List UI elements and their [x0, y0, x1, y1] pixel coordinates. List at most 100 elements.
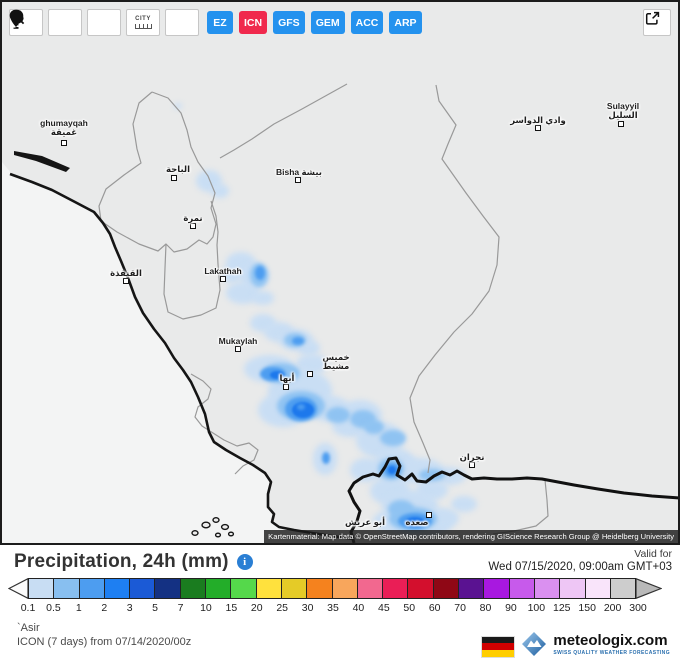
colorbar-segment-14: [383, 579, 409, 598]
city-label: Sulayyil السليل: [606, 101, 640, 120]
map-toolbar: CITY EZ ICN GFS GEM ACC ARP: [9, 9, 422, 36]
colorbar-segments: [28, 578, 636, 599]
colorbar-tick-0.5: 0.5: [46, 602, 61, 614]
location-button[interactable]: [10, 9, 82, 36]
colorbar-tick-3: 3: [126, 602, 133, 614]
city-label: Mukaylah: [218, 336, 258, 346]
legend-header: Precipitation, 24h (mm) i: [14, 551, 253, 573]
refresh-button[interactable]: [9, 9, 43, 36]
colorbar-tick-100: 100: [527, 602, 546, 614]
colorbar-segment-19: [509, 579, 535, 598]
legend-title: Precipitation, 24h (mm): [14, 551, 229, 572]
colorbar-tick-90: 90: [505, 602, 517, 614]
city-labels-button[interactable]: CITY: [126, 9, 160, 36]
model-button-icn[interactable]: ICN: [239, 11, 268, 34]
meteologix-logo-icon: [521, 631, 547, 662]
city-marker: [219, 275, 226, 282]
valid-time-block: Valid for Wed 07/15/2020, 09:00am GMT+03: [488, 548, 672, 574]
colorbar-tick-200: 200: [603, 602, 622, 614]
colorbar-segment-10: [281, 579, 308, 598]
colorbar-segment-1: [54, 579, 80, 598]
model-run-info: ICON (7 days) from 07/14/2020/00z: [17, 636, 192, 648]
colorbar-tick-40: 40: [352, 602, 365, 614]
city-label: القنفذة: [110, 268, 142, 278]
colorbar-ticks: 0.1 0.5 1 2 3 5 7 10 15 20 25 30 35 40 45 50 60 70 80 90 100…: [21, 602, 647, 616]
balloon-button[interactable]: [10, 9, 199, 36]
colorbar-segment-11: [307, 579, 333, 598]
colorbar-tick-30: 30: [301, 602, 314, 614]
ruler-icon: [134, 24, 152, 29]
colorbar-segment-20: [534, 579, 561, 598]
colorbar-segment-13: [357, 579, 384, 598]
colorbar-tick-80: 80: [479, 602, 492, 614]
city-marker: [534, 124, 541, 131]
precip-blob: [380, 430, 406, 446]
city-marker: [122, 277, 129, 284]
city-marker: [425, 511, 432, 518]
colorbar-segment-15: [408, 579, 434, 598]
city-marker: [170, 174, 177, 181]
model-button-acc[interactable]: ACC: [350, 11, 384, 34]
colorbar-segment-9: [256, 579, 282, 598]
brand-text: meteologix.com SWISS QUALITY WEATHER FOR…: [553, 631, 670, 660]
precip-blob: [364, 420, 384, 434]
legend-footnote: `Asir ICON (7 days) from 07/14/2020/00z: [17, 621, 191, 649]
colorbar-segment-2: [79, 579, 105, 598]
colorbar-segment-18: [484, 579, 510, 598]
info-icon[interactable]: i: [236, 554, 253, 570]
colorbar-tick-300: 300: [629, 602, 647, 614]
colorbar-segment-21: [560, 579, 586, 598]
colorbar-tick-5: 5: [152, 602, 158, 614]
city-marker: [189, 222, 196, 229]
colorbar-segment-16: [433, 579, 460, 598]
map-viewport[interactable]: ghumayqah غميقة الباحة Bisha بيشة نمرة وادي ا…: [0, 0, 680, 545]
model-buttons: EZ ICN GFS GEM ACC ARP: [207, 11, 422, 34]
colorbar-segment-8: [231, 579, 257, 598]
colorbar-segment-0: [29, 579, 55, 598]
colorbar-right-cap: [636, 578, 662, 599]
model-button-ez[interactable]: EZ: [207, 11, 233, 34]
colorbar-tick-0.1: 0.1: [20, 602, 36, 614]
share-button[interactable]: [643, 9, 671, 36]
zoom-out-button[interactable]: [9, 9, 121, 36]
city-labels-layer: ghumayqah غميقة الباحة Bisha بيشة نمرة وادي ا…: [2, 2, 678, 543]
city-label: نجران: [459, 452, 485, 462]
colorbar-tick-2: 2: [101, 602, 108, 614]
city-label: الباحة: [165, 164, 191, 174]
colorbar-segment-7: [206, 579, 232, 598]
model-button-gfs[interactable]: GFS: [273, 11, 305, 34]
model-button-arp[interactable]: ARP: [389, 11, 422, 34]
colorbar-segment-5: [155, 579, 181, 598]
colorbar-segment-4: [130, 579, 156, 598]
city-label: أبو عريش: [344, 517, 386, 527]
brand-block[interactable]: meteologix.com SWISS QUALITY WEATHER FOR…: [481, 631, 670, 662]
city-label: ghumayqah غميقة: [40, 118, 88, 137]
city-label: أبها: [279, 373, 295, 383]
model-button-gem[interactable]: GEM: [310, 11, 345, 34]
colorbar-tick-10: 10: [200, 602, 212, 614]
colorbar-segment-22: [585, 579, 611, 598]
colorbar-tick-45: 45: [377, 602, 390, 614]
city-label: نمرة: [183, 213, 203, 223]
colorbar-tick-7: 7: [177, 602, 184, 614]
brand-name: meteologix.com: [553, 631, 668, 649]
colorbar: [8, 578, 662, 599]
colorbar-segment-17: [459, 579, 485, 598]
valid-for-label: Valid for: [634, 548, 672, 560]
valid-time: Wed 07/15/2020, 09:00am GMT+03: [488, 561, 672, 573]
city-marker: [468, 461, 475, 468]
city-label: صعده: [405, 517, 429, 527]
colorbar-tick-150: 150: [578, 602, 596, 614]
map-attribution: Kartenmaterial: Map data © OpenStreetMap…: [264, 530, 678, 543]
colorbar-tick-15: 15: [225, 602, 238, 614]
colorbar-tick-70: 70: [454, 602, 466, 614]
colorbar-segment-6: [180, 579, 207, 598]
city-label: Lakathah: [204, 266, 242, 276]
city-marker: [60, 139, 67, 146]
colorbar-segment-3: [104, 579, 131, 598]
legend-section: Precipitation, 24h (mm) i Valid for Wed …: [0, 545, 680, 664]
city-labels-icon: CITY: [135, 16, 151, 22]
city-marker: [234, 345, 241, 352]
city-marker: [294, 176, 301, 183]
colorbar-segment-12: [332, 579, 358, 598]
